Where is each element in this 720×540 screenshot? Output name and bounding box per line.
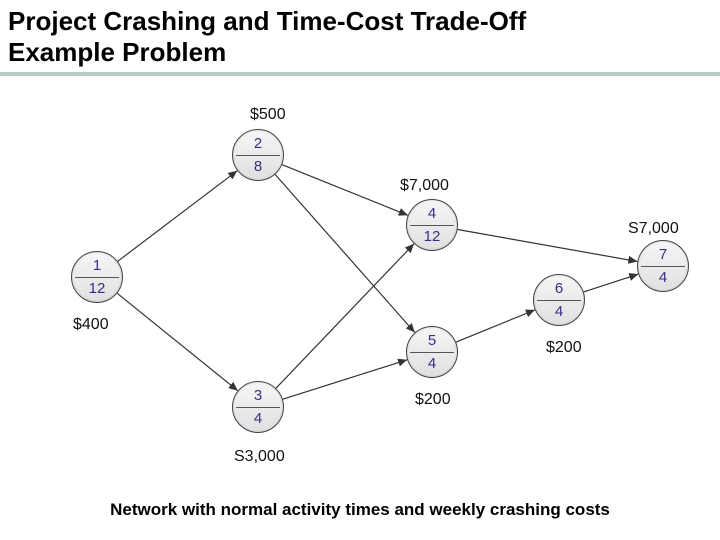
cost-label-5: $200 — [546, 339, 582, 357]
cost-label-3: $400 — [73, 316, 109, 334]
cost-label-6: S3,000 — [234, 448, 285, 466]
cost-labels-layer: $500 $7,000 S7,000 $400 $200 $200 S3,000 — [0, 0, 720, 540]
cost-label-0: $500 — [250, 106, 286, 124]
cost-label-4: $200 — [415, 391, 451, 409]
cost-label-1: $7,000 — [400, 177, 449, 195]
caption: Network with normal activity times and w… — [0, 500, 720, 520]
cost-label-2: S7,000 — [628, 220, 679, 238]
caption-text: Network with normal activity times and w… — [110, 500, 610, 519]
